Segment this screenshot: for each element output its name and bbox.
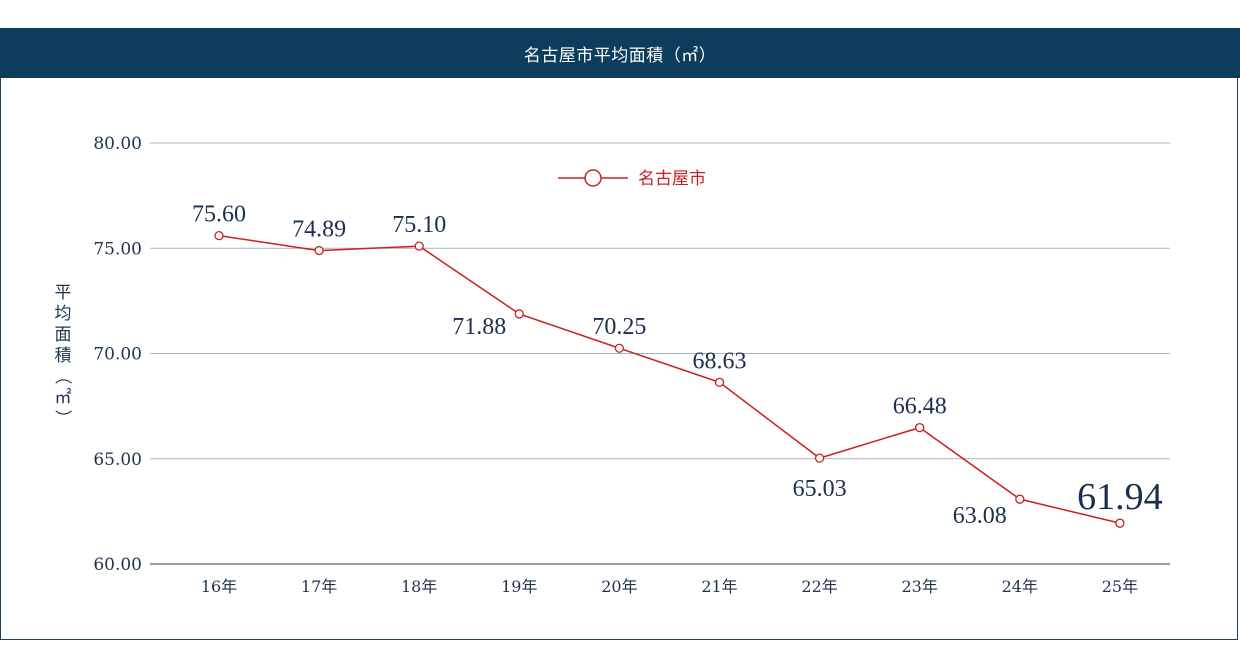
x-tick-label: 19年 — [501, 577, 537, 596]
data-label: 63.08 — [953, 503, 1007, 529]
y-tick-label: 70.00 — [93, 345, 142, 365]
data-label: 75.60 — [192, 202, 246, 228]
chart-frame — [0, 28, 1238, 640]
series-line — [218, 234, 1121, 524]
data-label: 68.63 — [693, 348, 747, 374]
x-tick-label: 24年 — [1002, 577, 1038, 596]
x-tick-label: 25年 — [1102, 577, 1138, 596]
data-point — [1115, 518, 1125, 528]
x-tick-label: 20年 — [601, 577, 637, 596]
data-point — [314, 245, 324, 256]
data-label: 65.03 — [793, 476, 847, 502]
chart-header: 名古屋市平均面積（㎡） — [0, 28, 1240, 78]
data-label: 71.88 — [452, 314, 506, 340]
data-point — [214, 230, 224, 241]
data-label: 74.89 — [292, 217, 346, 243]
chart-title: 名古屋市平均面積（㎡） — [523, 45, 717, 66]
legend-label: 名古屋市 — [638, 169, 706, 189]
data-point — [814, 453, 825, 463]
data-point — [1015, 494, 1025, 504]
data-label: 75.10 — [392, 212, 446, 238]
y-axis-label-char: （ — [52, 368, 72, 385]
x-tick-label: 21年 — [701, 577, 737, 596]
data-point — [614, 343, 625, 353]
x-tick-label: 23年 — [902, 577, 938, 596]
y-axis-label-char: 均 — [55, 304, 72, 324]
y-axis-label-char: ㎡ — [55, 388, 72, 408]
x-tick-label: 16年 — [201, 577, 237, 596]
x-tick-label: 17年 — [301, 577, 337, 596]
legend-marker — [584, 169, 602, 187]
data-label: 70.25 — [592, 314, 646, 340]
data-label: 66.48 — [893, 394, 947, 420]
y-axis-label-char: 積 — [55, 346, 72, 366]
y-tick-label: 75.00 — [93, 239, 142, 259]
data-label: 61.94 — [1077, 476, 1163, 518]
data-point — [714, 377, 725, 387]
x-tick-label: 22年 — [801, 577, 837, 596]
x-tick-label: 18年 — [401, 577, 437, 596]
y-axis-label-char: 面 — [55, 325, 72, 345]
data-point — [414, 241, 424, 251]
y-axis-label-char: 平 — [55, 283, 72, 303]
y-axis-label-char: ） — [52, 410, 72, 427]
y-tick-label: 60.00 — [93, 555, 142, 575]
data-point — [514, 309, 524, 319]
data-point — [915, 422, 925, 433]
y-tick-label: 80.00 — [93, 134, 142, 154]
y-tick-label: 65.00 — [93, 450, 142, 470]
